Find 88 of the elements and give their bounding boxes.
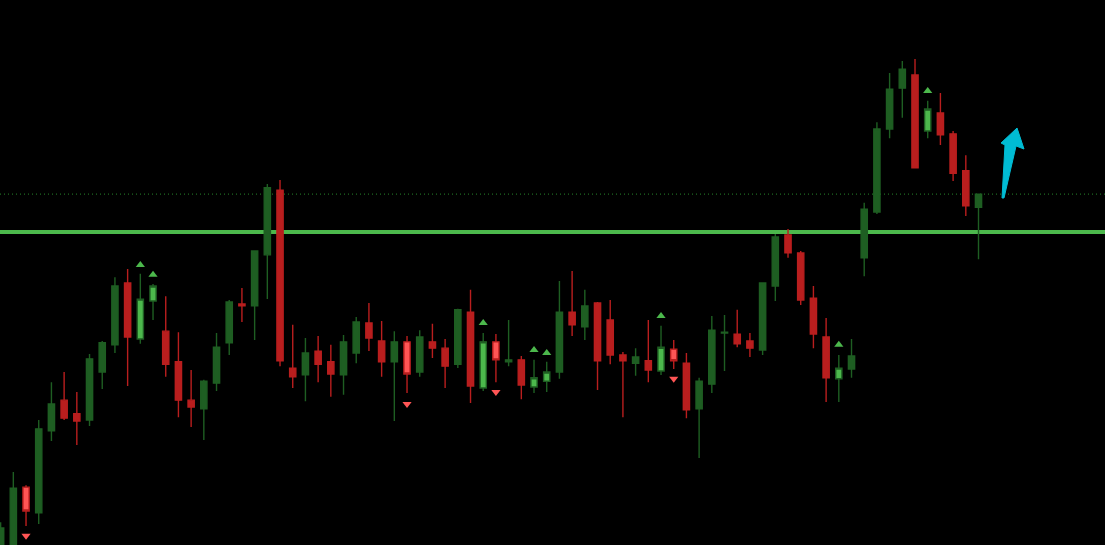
candlestick (9, 471, 18, 545)
candlestick (34, 419, 43, 525)
point (148, 270, 158, 277)
candlestick (682, 352, 691, 419)
candlestick (835, 354, 843, 403)
candlestick (454, 308, 462, 369)
candlestick (263, 183, 272, 300)
candlestick (974, 193, 983, 260)
candlestick (873, 121, 881, 215)
candlestick (466, 289, 475, 404)
candlestick (708, 315, 716, 394)
candlestick (98, 340, 107, 390)
candlestick (238, 287, 246, 323)
point (491, 389, 501, 396)
candlestick (949, 130, 957, 182)
candlestick (212, 332, 221, 392)
candlestick (796, 250, 805, 306)
candlestick (860, 202, 869, 277)
candlestick (530, 359, 538, 394)
candlestick (225, 299, 234, 356)
candlestick (73, 391, 81, 446)
point (135, 261, 145, 268)
point (834, 340, 844, 347)
candlestick (606, 299, 615, 365)
candlestick (149, 283, 157, 321)
candlestick (365, 302, 373, 352)
candlestick (403, 335, 411, 394)
point (923, 87, 933, 94)
candlestick (288, 324, 297, 389)
candlestick (631, 347, 640, 377)
candlestick (415, 329, 424, 378)
point (529, 346, 539, 353)
candlestick (898, 60, 907, 119)
candlestick (301, 337, 310, 402)
candlestick (352, 316, 361, 364)
candlestick (911, 58, 919, 169)
candlestick (428, 323, 437, 359)
candlestick (22, 484, 30, 527)
candlestick (47, 381, 56, 442)
candlestick (85, 353, 94, 427)
candlestick (542, 361, 551, 393)
candlestick (111, 276, 119, 354)
candlestick (60, 371, 68, 421)
candlestick (923, 100, 932, 139)
candlestick (555, 280, 564, 380)
candlestick (657, 325, 665, 376)
candlestick (327, 344, 335, 398)
candlestick (619, 351, 627, 418)
candlestick (339, 334, 348, 396)
candlestick (847, 338, 856, 379)
candlestick (174, 331, 183, 418)
candlestick (784, 228, 792, 259)
candlestick (492, 333, 500, 383)
point (542, 349, 552, 356)
candlestick (377, 320, 386, 378)
candlestick (822, 317, 830, 403)
candlestick (720, 314, 729, 372)
candlestick (746, 332, 754, 358)
candlestick (250, 250, 259, 341)
candlestick (479, 332, 488, 392)
candlestick (123, 268, 132, 387)
candlestick (771, 233, 780, 302)
candlestick (695, 377, 703, 459)
point (402, 402, 412, 409)
candlestick (669, 339, 678, 370)
candlestick (314, 335, 322, 383)
candlestick (390, 330, 399, 422)
candlestick (441, 338, 449, 389)
candlestick (276, 179, 284, 367)
point (656, 312, 666, 319)
candlestick (136, 273, 145, 345)
candlestick (809, 285, 818, 349)
candlestick (885, 72, 894, 139)
point (478, 318, 488, 325)
candlestick (936, 92, 945, 146)
candlestick (962, 154, 970, 217)
candlestick (200, 379, 208, 441)
candlestick (187, 369, 195, 428)
candlestick (581, 289, 589, 341)
candlestick (517, 355, 526, 400)
candlestick (758, 282, 767, 356)
candlestick (644, 319, 653, 383)
candlestick (593, 301, 602, 391)
candlestick (504, 319, 513, 367)
point (669, 376, 679, 383)
candlestick (568, 270, 576, 337)
candlestick (161, 295, 170, 378)
candlestick (733, 309, 742, 348)
